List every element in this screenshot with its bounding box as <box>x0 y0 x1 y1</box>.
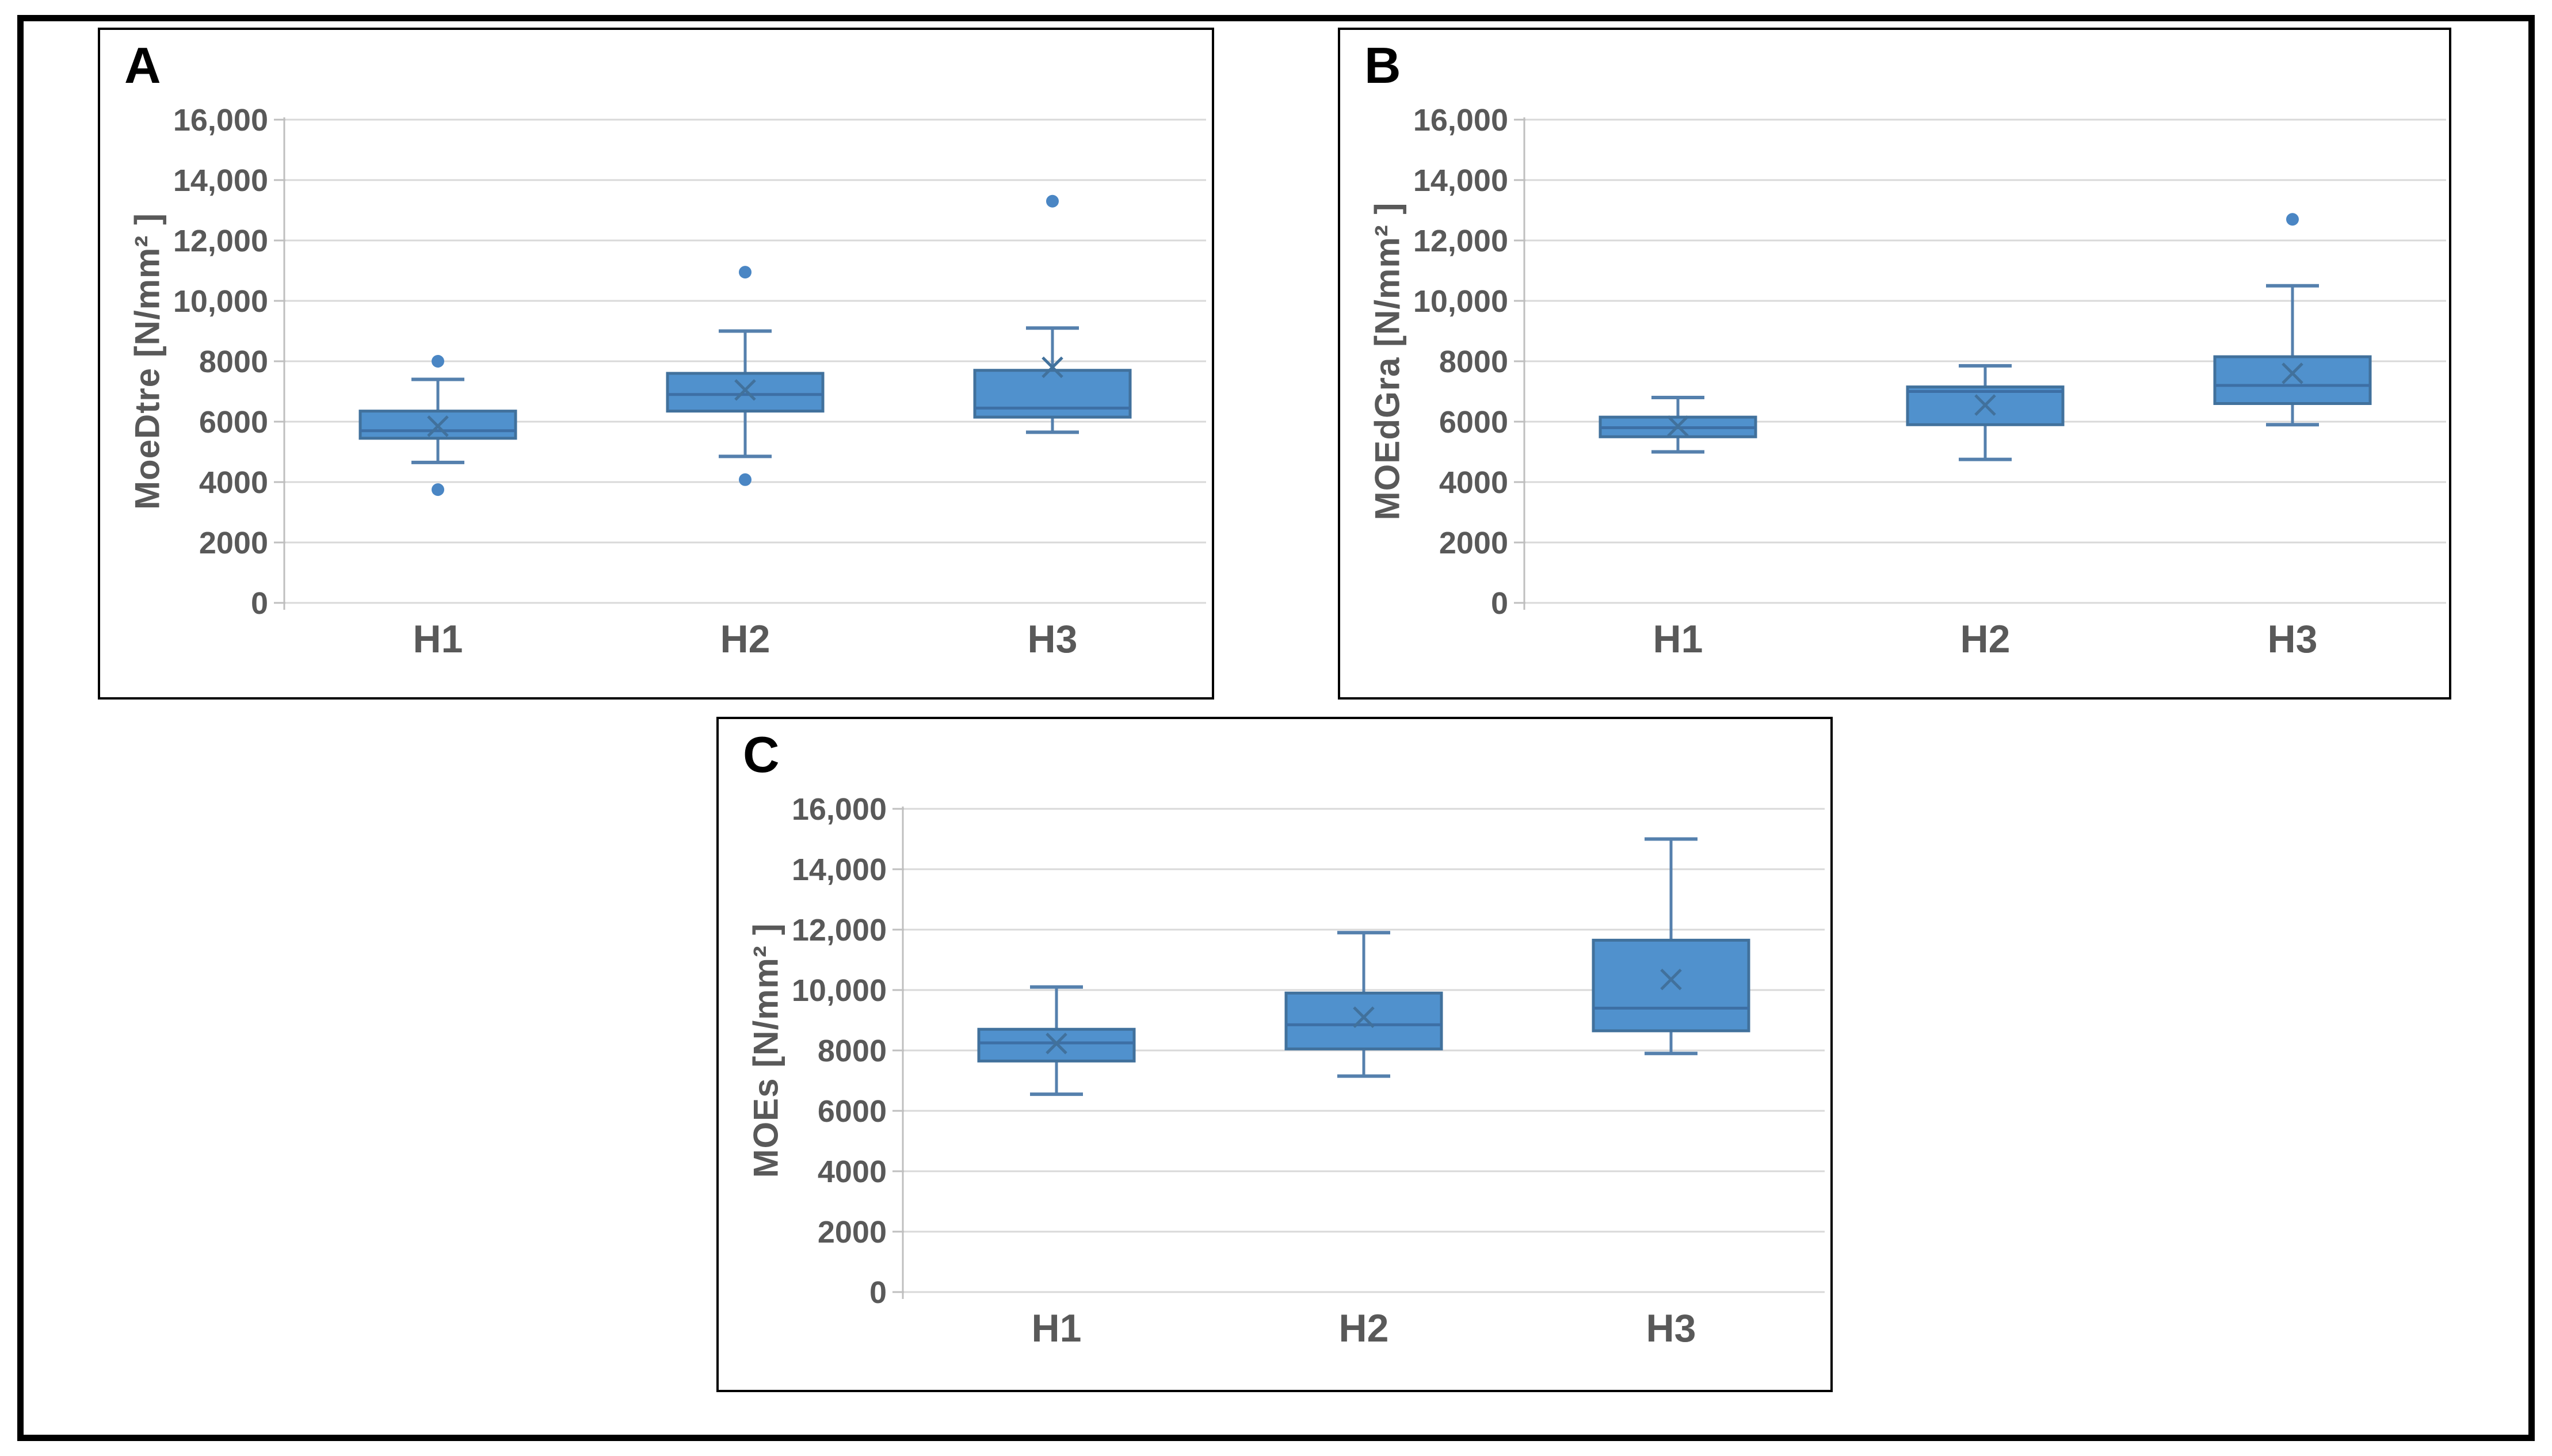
y-tick-label: 0 <box>869 1275 887 1310</box>
mean-marker <box>1660 968 1682 991</box>
y-tick-label: 8000 <box>199 345 268 379</box>
y-tick-label: 4000 <box>199 465 268 500</box>
y-tick-label: 6000 <box>199 405 268 440</box>
outlier-point <box>739 473 752 486</box>
panel-b-y-axis-title: MOEdGra [N/mm² ] <box>1368 202 1407 521</box>
outlier-point <box>432 483 444 496</box>
mean-marker <box>427 415 449 437</box>
y-tick-label: 2000 <box>818 1215 887 1249</box>
y-tick-label: 8000 <box>1439 345 1508 379</box>
y-tick-label: 14,000 <box>792 853 887 887</box>
mean-marker <box>1046 1033 1067 1054</box>
mean-marker <box>1974 394 1996 416</box>
y-tick-label: 4000 <box>1439 465 1508 500</box>
mean-marker <box>1042 356 1063 379</box>
panel-a-letter: A <box>124 37 161 94</box>
y-tick-label: 14,000 <box>1413 163 1508 198</box>
category-label: H2 <box>1339 1306 1389 1350</box>
outlier-point <box>432 355 444 368</box>
y-tick-label: 6000 <box>818 1094 887 1129</box>
y-tick-label: 12,000 <box>792 913 887 947</box>
category-label: H2 <box>1960 617 2011 661</box>
box-H2: H2 <box>1284 931 1443 1350</box>
box-H3: H3 <box>2213 213 2372 661</box>
category-label: H3 <box>1028 617 1078 661</box>
y-tick-label: 14,000 <box>173 163 268 198</box>
y-tick-label: 8000 <box>818 1034 887 1068</box>
y-tick-label: 16,000 <box>1413 103 1508 137</box>
category-label: H3 <box>2268 617 2318 661</box>
y-tick-label: 12,000 <box>1413 224 1508 258</box>
category-label: H1 <box>1653 617 1703 661</box>
outlier-point <box>739 266 752 279</box>
box-H1: H1 <box>1599 396 1757 661</box>
y-tick-label: 10,000 <box>792 973 887 1008</box>
y-tick-label: 4000 <box>818 1155 887 1189</box>
y-tick-label: 0 <box>251 586 268 621</box>
outlier-point <box>2286 213 2299 226</box>
category-label: H1 <box>413 617 463 661</box>
iqr-box <box>666 372 825 413</box>
panel-c-y-axis-title: MOEs [N/mm² ] <box>746 923 785 1178</box>
y-tick-label: 16,000 <box>173 103 268 137</box>
panel-c: 0 2000 4000 6000 8000 10,000 12,000 14,000 16,00… <box>716 717 1833 1392</box>
panel-a-chart: 0 2000 4000 6000 8000 10,000 12,000 14,000 16,00… <box>173 103 1206 661</box>
iqr-box <box>2213 355 2372 405</box>
panel-b: 0 2000 4000 6000 8000 10,000 12,000 14,000 16,00… <box>1338 28 2451 700</box>
iqr-box <box>1592 938 1750 1033</box>
y-tick-label: 0 <box>1491 586 1508 621</box>
panel-c-letter: C <box>743 726 780 783</box>
y-tick-label: 10,000 <box>1413 284 1508 319</box>
y-tick-label: 10,000 <box>173 284 268 319</box>
panel-a: 0 2000 4000 6000 8000 10,000 12,000 14,000 16,00… <box>98 28 1214 700</box>
box-H2: H2 <box>1906 364 2065 661</box>
y-tick-label: 6000 <box>1439 405 1508 440</box>
category-label: H3 <box>1646 1306 1696 1350</box>
iqr-box <box>1284 991 1443 1050</box>
box-H3: H3 <box>973 194 1132 661</box>
mean-marker <box>734 379 756 401</box>
mean-marker <box>1353 1006 1375 1029</box>
y-tick-label: 2000 <box>1439 526 1508 560</box>
category-label: H2 <box>720 617 770 661</box>
box-H1: H1 <box>977 985 1136 1350</box>
panel-b-letter: B <box>1364 37 1401 94</box>
y-tick-label: 2000 <box>199 526 268 560</box>
y-tick-label: 16,000 <box>792 792 887 827</box>
mean-marker <box>1667 415 1689 437</box>
box-H2: H2 <box>666 266 825 661</box>
y-tick-label: 12,000 <box>173 224 268 258</box>
panel-b-chart: 0 2000 4000 6000 8000 10,000 12,000 14,000 16,00… <box>1413 103 2446 661</box>
mean-marker <box>2282 362 2303 384</box>
box-H1: H1 <box>358 355 517 661</box>
box-H3: H3 <box>1592 837 1750 1350</box>
iqr-box <box>973 369 1132 419</box>
outlier-point <box>1046 194 1059 208</box>
category-label: H1 <box>1032 1306 1082 1350</box>
panel-a-y-axis-title: MoeDtre [N/mm² ] <box>128 212 167 510</box>
panel-c-chart: 0 2000 4000 6000 8000 10,000 12,000 14,000 16,00… <box>792 792 1825 1350</box>
